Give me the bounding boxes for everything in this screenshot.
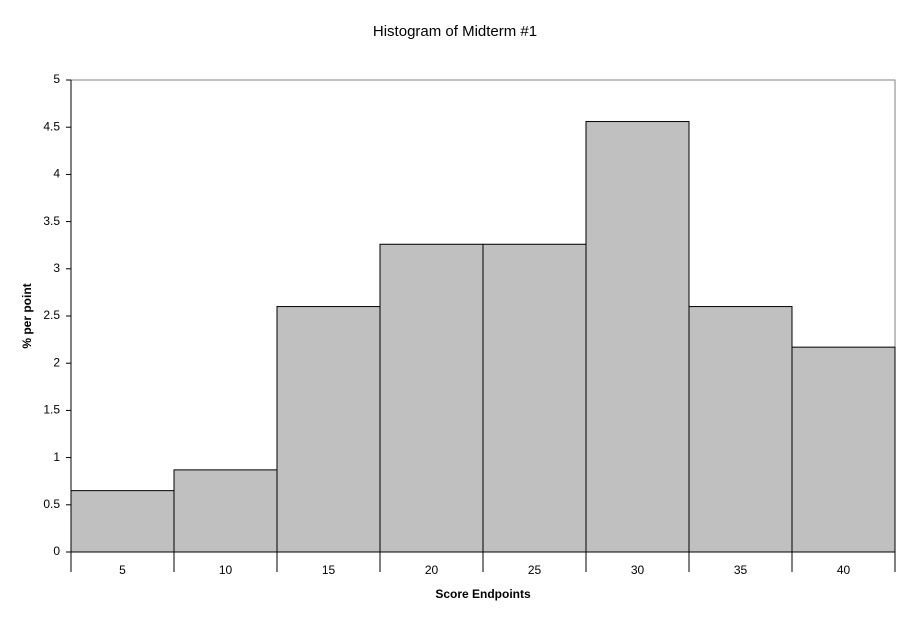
x-tick-label: 25 xyxy=(528,563,542,577)
y-tick-label: 2.5 xyxy=(43,308,60,322)
bar xyxy=(585,121,690,553)
x-tick-label: 10 xyxy=(219,563,233,577)
y-tick-label: 4.5 xyxy=(43,119,60,133)
y-tick-label: 1 xyxy=(53,450,60,464)
bar xyxy=(70,490,175,553)
y-tick-label: 5 xyxy=(53,72,60,86)
x-tick-label: 5 xyxy=(119,563,126,577)
bar xyxy=(379,243,484,553)
x-tick-label: 20 xyxy=(425,563,439,577)
y-tick-label: 2 xyxy=(53,355,60,369)
x-tick-label: 15 xyxy=(322,563,336,577)
x-tick-label: 40 xyxy=(837,563,851,577)
y-tick-label: 1.5 xyxy=(43,403,60,417)
y-tick-label: 0 xyxy=(53,544,60,558)
bar xyxy=(791,346,896,553)
chart-title: Histogram of Midterm #1 xyxy=(373,23,537,40)
y-tick-label: 0.5 xyxy=(43,497,60,511)
x-tick-label: 35 xyxy=(734,563,748,577)
bar xyxy=(482,243,587,553)
y-tick-label: 3 xyxy=(53,261,60,275)
x-tick-label: 30 xyxy=(631,563,645,577)
bar xyxy=(173,469,278,553)
y-axis-title: % per point xyxy=(20,283,34,348)
y-tick-label: 3.5 xyxy=(43,214,60,228)
x-axis-title: Score Endpoints xyxy=(435,587,531,601)
bar xyxy=(276,306,381,553)
bar xyxy=(688,306,793,553)
y-tick-label: 4 xyxy=(53,167,60,181)
